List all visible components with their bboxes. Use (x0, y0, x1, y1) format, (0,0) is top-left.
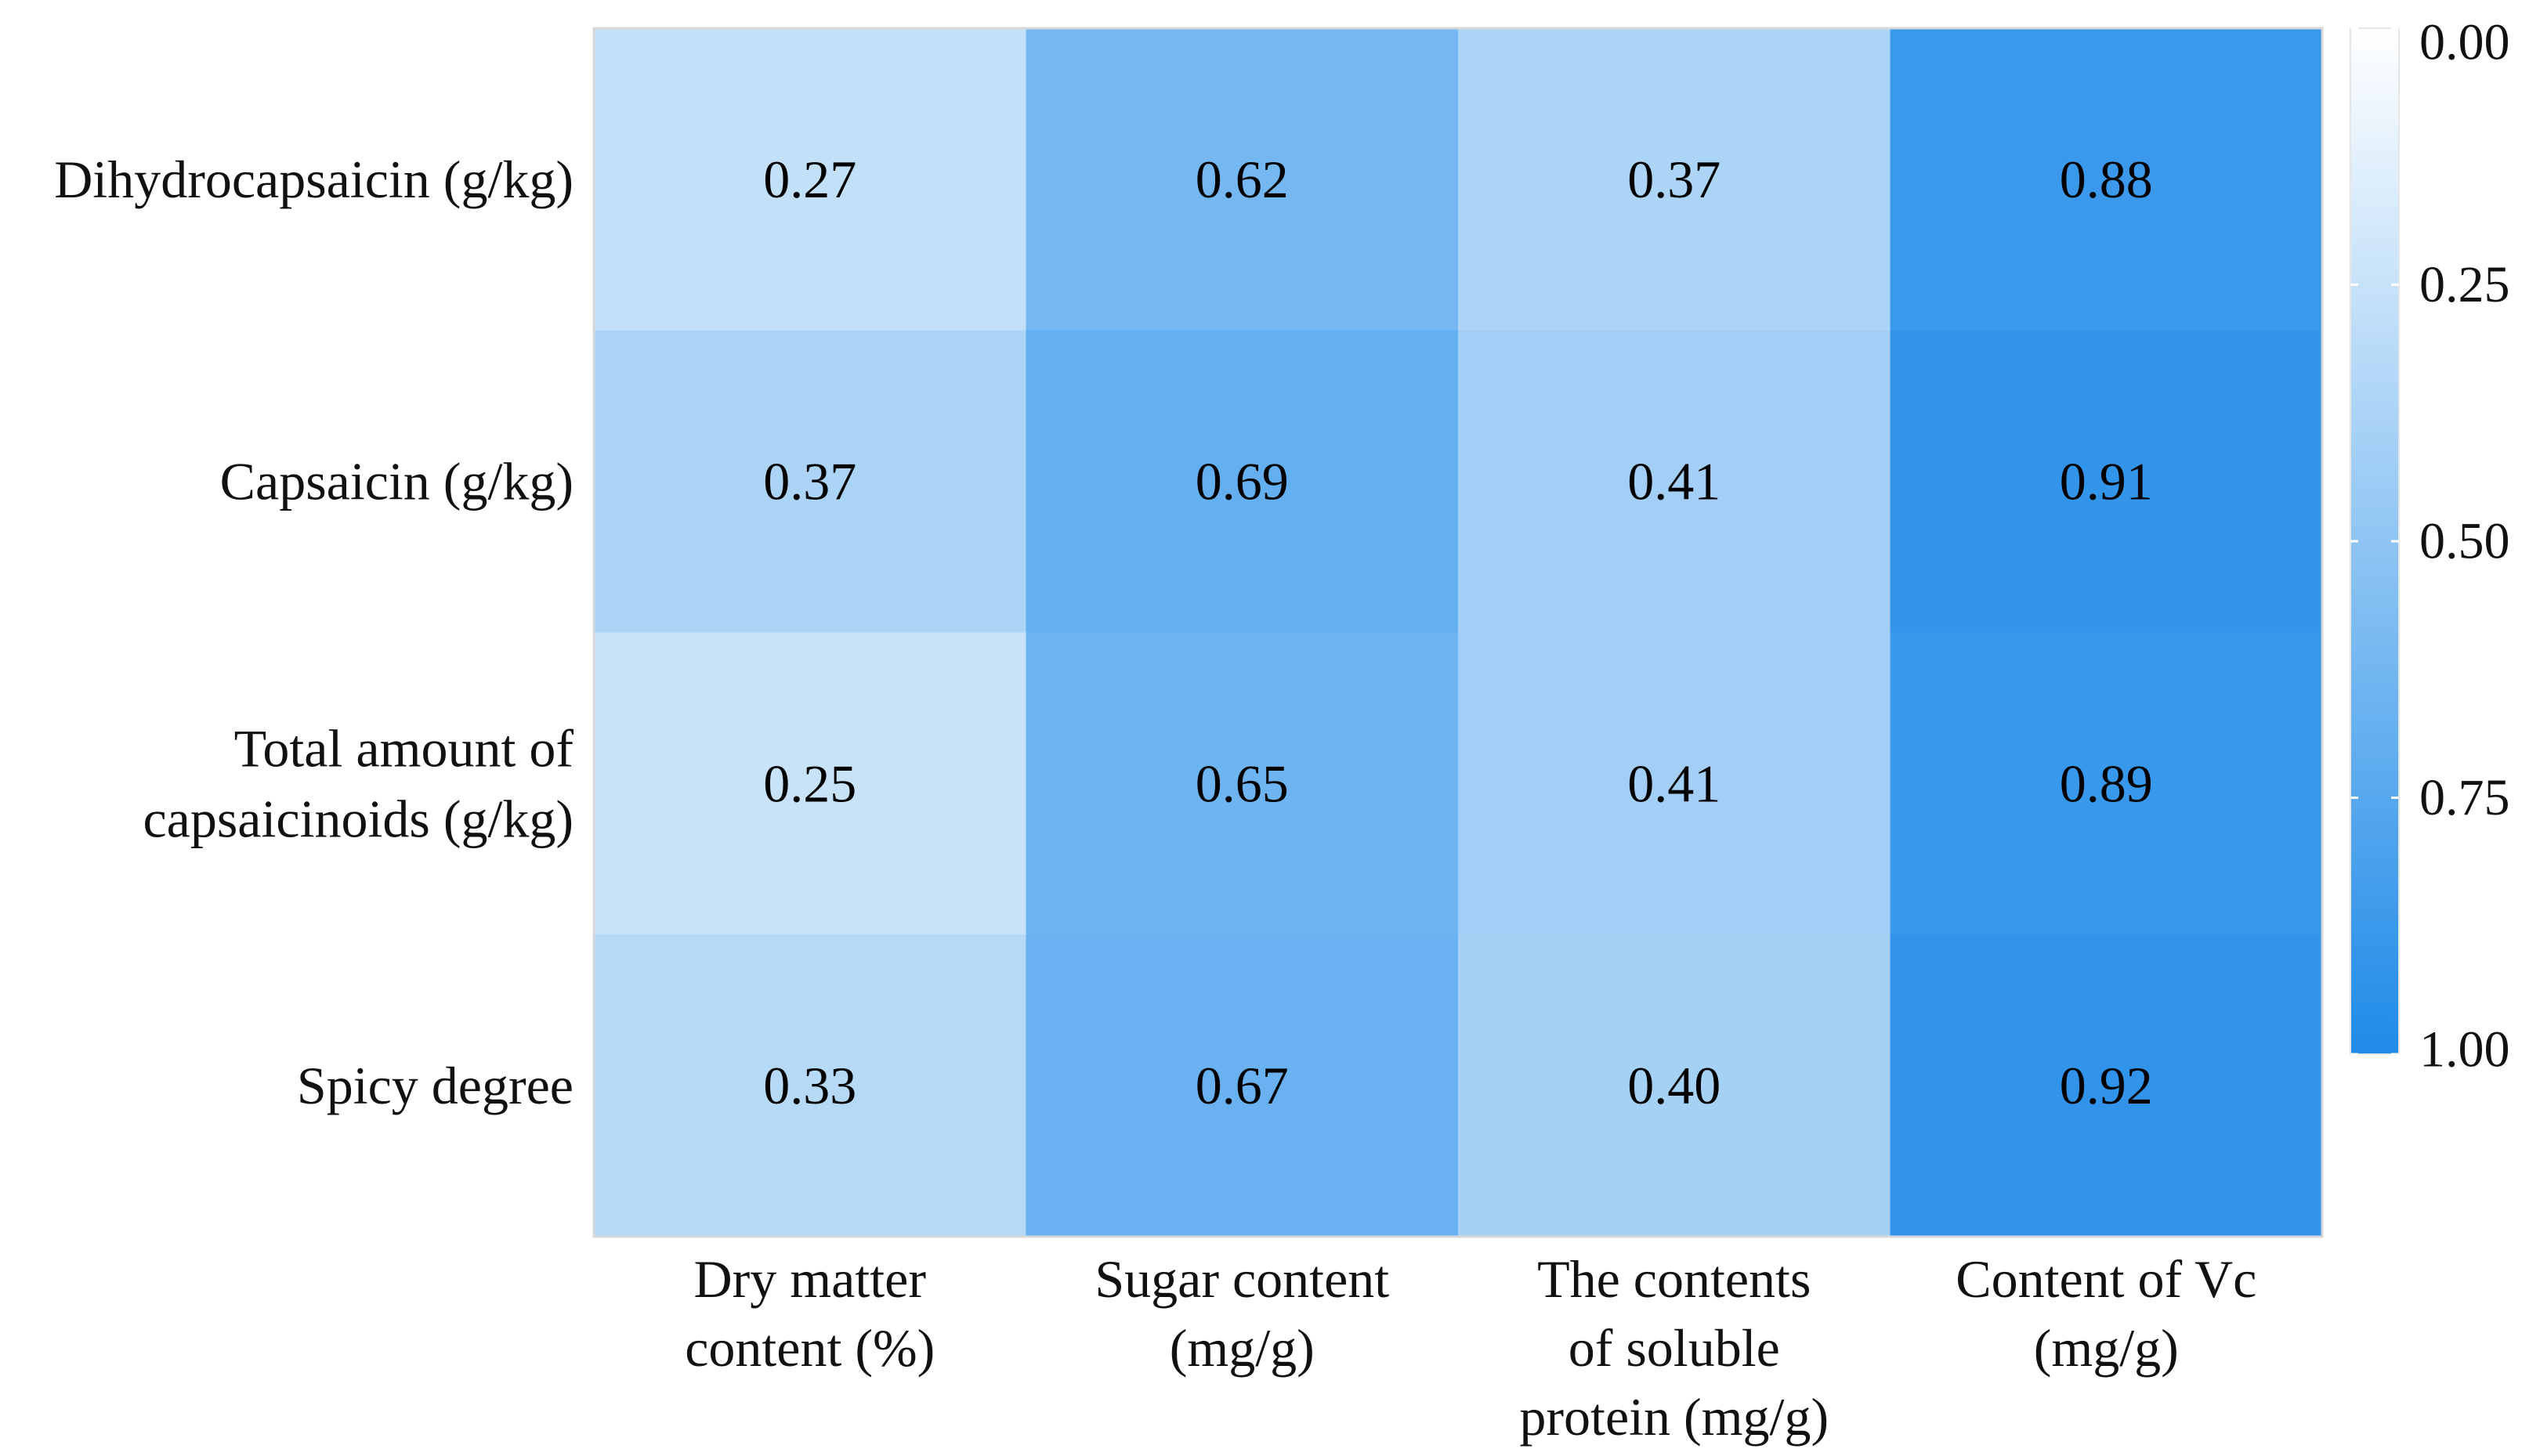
column-label: The contents (1537, 1249, 1811, 1309)
heatmap-cell (594, 632, 1027, 935)
cell-value-label: 0.69 (1196, 452, 1289, 511)
cell-value-label: 0.37 (1627, 150, 1721, 209)
heatmap-cell (1026, 28, 1459, 331)
heatmap-cells: 0.27 0.62 0.37 0.88 0.37 0.69 0.41 0.91 0.25 0.65… (594, 28, 2323, 1237)
cell-value-label: 0.62 (1196, 150, 1289, 209)
row-label: capsaicinoids (g/kg) (143, 789, 574, 848)
heatmap-cell (594, 330, 1027, 634)
cell-value-label: 0.33 (763, 1056, 856, 1115)
cell-value-label: 0.89 (2060, 753, 2153, 813)
cell-value-label: 0.91 (2060, 452, 2153, 511)
column-label: Sugar content (1095, 1249, 1389, 1309)
heatmap-cell (1890, 934, 2323, 1237)
cell-value-label: 0.25 (763, 753, 856, 813)
heatmap-cell (1890, 330, 2323, 634)
row-label: Dihydrocapsaicin (g/kg) (54, 150, 574, 209)
heatmap-cell (1458, 632, 1891, 935)
colorbar-tick-label: 0.50 (2419, 513, 2510, 570)
colorbar-tick-label: 0.00 (2419, 14, 2510, 71)
column-label: of soluble (1569, 1318, 1780, 1378)
heatmap-cell (1458, 28, 1891, 331)
row-label: Capsaicin (g/kg) (220, 452, 574, 511)
heatmap-cell (1890, 28, 2323, 331)
column-label: protein (mg/g) (1519, 1387, 1829, 1447)
colorbar-ticks: 0.00 0.25 0.50 0.75 1.00 (2350, 14, 2510, 1078)
column-label: Dry matter (694, 1249, 927, 1309)
colorbar-tick-label: 0.75 (2419, 769, 2510, 826)
cell-value-label: 0.88 (2060, 150, 2153, 209)
row-label: Spicy degree (297, 1056, 574, 1115)
column-label: (mg/g) (2034, 1318, 2179, 1378)
row-label: Total amount of (234, 718, 574, 778)
heatmap-cell (594, 934, 1027, 1237)
cell-value-label: 0.41 (1627, 753, 1721, 813)
heatmap-cell (1026, 330, 1459, 634)
column-label: (mg/g) (1170, 1318, 1315, 1378)
column-label: Content of Vc (1956, 1249, 2256, 1309)
cell-value-label: 0.27 (763, 150, 856, 209)
plot-border (592, 27, 2324, 1238)
cell-value-label: 0.92 (2060, 1056, 2153, 1115)
row-labels: Dihydrocapsaicin (g/kg) Capsaicin (g/kg) T… (54, 150, 574, 1115)
colorbar-tick-label: 1.00 (2419, 1021, 2510, 1078)
colorbar-tick-label: 0.25 (2419, 256, 2510, 313)
cell-value-label: 0.67 (1196, 1056, 1289, 1115)
heatmap-cell (1458, 934, 1891, 1237)
heatmap-cell (1458, 330, 1891, 634)
colorbar: 0.00 0.25 0.50 0.75 1.00 (2350, 14, 2510, 1078)
heatmap-cell (594, 28, 1027, 331)
cell-value-label: 0.40 (1627, 1056, 1721, 1115)
heatmap-cell (1026, 632, 1459, 935)
heatmap-cell (1890, 632, 2323, 935)
cell-value-label: 0.37 (763, 452, 856, 511)
heatmap-cell (1026, 934, 1459, 1237)
cell-value-label: 0.65 (1196, 753, 1289, 813)
column-labels: Dry matter content (%) Sugar content (mg/g)… (685, 1249, 2256, 1447)
column-label: content (%) (685, 1318, 935, 1378)
colorbar-gradient (2350, 27, 2400, 1055)
cell-value-label: 0.41 (1627, 452, 1721, 511)
